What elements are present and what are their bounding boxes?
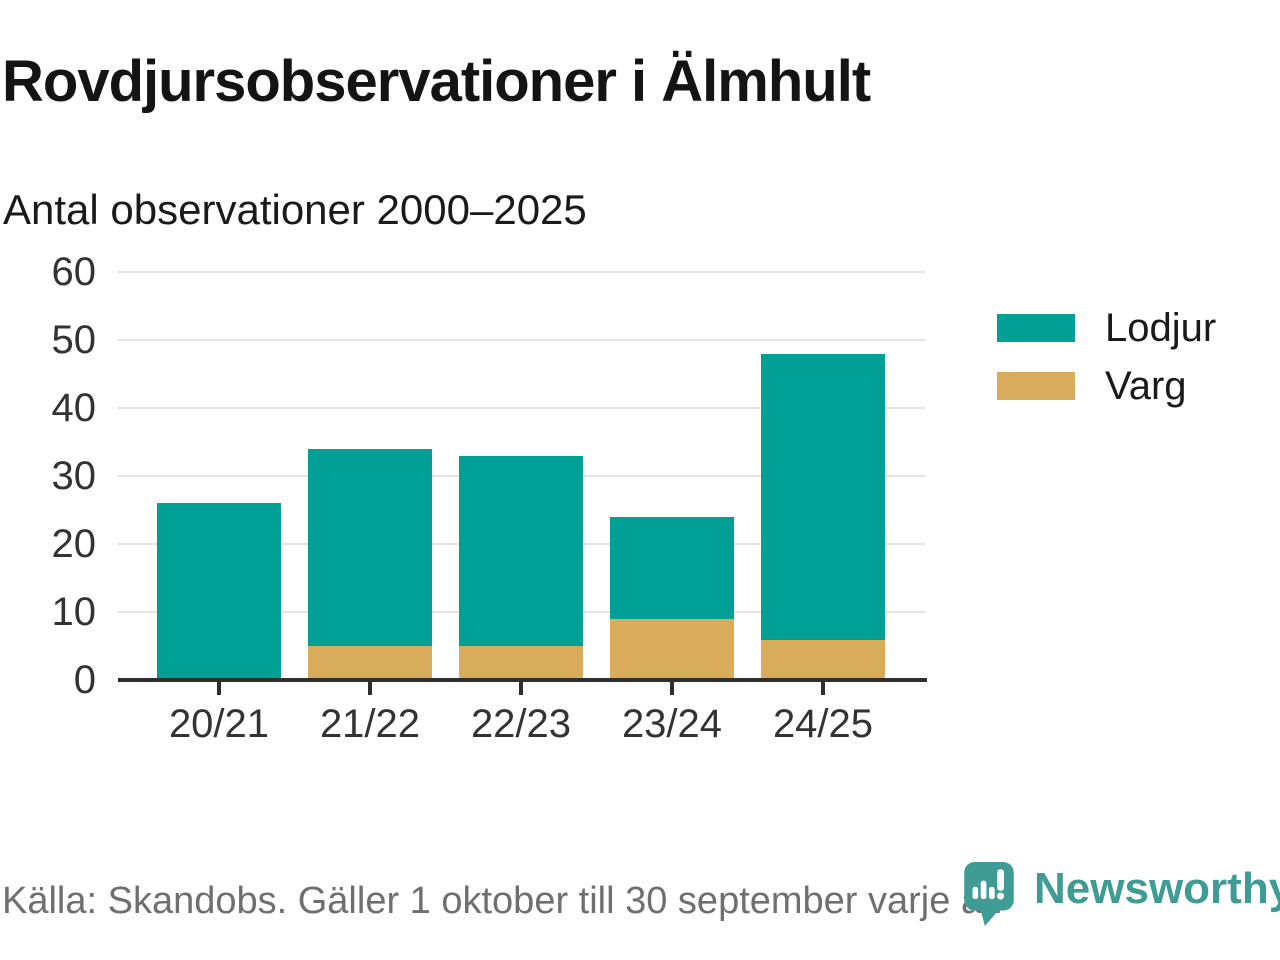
legend-label-lodjur: Lodjur [1105, 306, 1217, 350]
y-tick-label: 0 [73, 658, 96, 702]
bar-segment-lodjur-21/22 [308, 449, 432, 646]
y-tick-label: 30 [51, 454, 97, 498]
x-axis-line [118, 678, 927, 682]
newsworthy-pin-chart-icon [964, 862, 1014, 926]
x-axis-tick [670, 682, 674, 695]
y-tick-label: 60 [51, 250, 97, 294]
x-tick-label: 23/24 [621, 702, 723, 746]
bar-segment-varg-22/23 [459, 646, 583, 680]
gridline-y-40 [118, 407, 925, 409]
x-axis-tick [821, 682, 825, 695]
x-tick-label: 21/22 [319, 702, 421, 746]
legend: Lodjur Varg [997, 306, 1217, 408]
bar-segment-varg-24/25 [761, 639, 885, 680]
brand-name: Newsworthy [1034, 864, 1280, 913]
legend-label-varg: Varg [1105, 364, 1187, 408]
gridline-y-50 [118, 339, 925, 341]
y-tick-label: 50 [51, 318, 97, 362]
gridline-y-60 [118, 271, 925, 273]
bar-segment-lodjur-24/25 [761, 354, 885, 640]
legend-item-varg: Varg [997, 364, 1216, 408]
legend-item-lodjur: Lodjur [997, 306, 1217, 350]
y-tick-label: 20 [51, 522, 97, 566]
legend-swatch-lodjur [997, 314, 1075, 342]
x-axis-tick [368, 682, 372, 695]
bar-segment-lodjur-22/23 [459, 456, 583, 646]
bar-segment-lodjur-20/21 [157, 503, 281, 680]
chart-subtitle: Antal observationer 2000–2025 [3, 186, 587, 233]
bar-segment-lodjur-23/24 [610, 517, 734, 619]
x-axis-tick [217, 682, 221, 695]
bar-segment-varg-21/22 [308, 646, 432, 680]
x-axis-tick [519, 682, 523, 695]
y-tick-label: 10 [51, 590, 97, 634]
x-tick-label: 24/25 [772, 702, 874, 746]
x-tick-label: 22/23 [470, 702, 572, 746]
legend-swatch-varg [997, 372, 1075, 400]
source-note: Källa: Skandobs. Gäller 1 oktober till 3… [2, 880, 1004, 922]
bar-segment-varg-23/24 [610, 619, 734, 680]
x-tick-label: 20/21 [168, 702, 270, 746]
y-tick-label: 40 [51, 386, 97, 430]
chart-title: Rovdjursobservationer i Älmhult [2, 49, 871, 114]
